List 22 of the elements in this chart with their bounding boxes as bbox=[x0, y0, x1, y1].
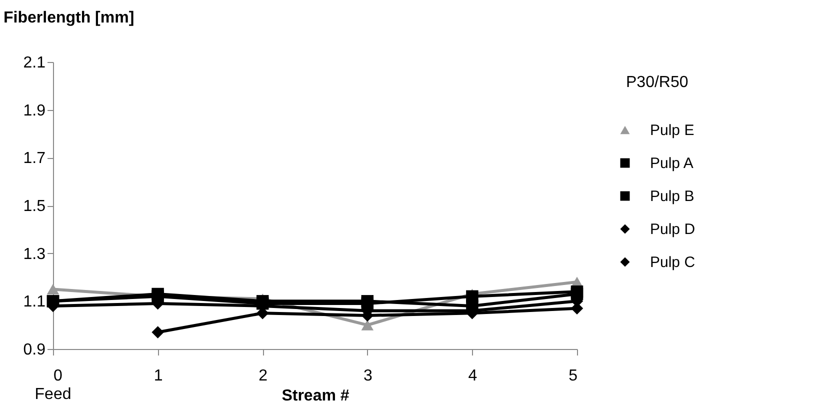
text: Feed bbox=[34, 386, 72, 403]
y-tick-label: 1.5 bbox=[23, 198, 46, 215]
x-tick-label: 3 bbox=[363, 368, 372, 384]
legend-label: Pulp C bbox=[650, 254, 696, 271]
legend-label: Pulp E bbox=[650, 122, 694, 139]
x-tick-label: 0 bbox=[54, 368, 62, 384]
legend-label: Pulp A bbox=[650, 155, 694, 172]
y-tick-label: 1.7 bbox=[23, 150, 46, 168]
x-tick-label: 5 bbox=[568, 368, 578, 384]
y-tick-label: 1.3 bbox=[23, 246, 46, 263]
x-tick-label: 1 bbox=[154, 368, 163, 384]
y-tick-label: 1.1 bbox=[23, 294, 46, 311]
y-tick-label: 0.9 bbox=[23, 342, 46, 358]
x-tick-label: 4 bbox=[468, 368, 478, 384]
y-tick-label: 1.9 bbox=[23, 102, 46, 120]
x-tick-label: 2 bbox=[258, 368, 268, 384]
x-axis-title: Stream # bbox=[282, 388, 350, 404]
legend-title: P30/R50 bbox=[626, 74, 688, 91]
legend-label: Pulp D bbox=[650, 221, 696, 238]
legend-label: Pulp B bbox=[650, 188, 694, 205]
y-axis-title: Fiberlength [mm] bbox=[4, 10, 134, 26]
y-tick-label: 2.1 bbox=[23, 54, 46, 72]
